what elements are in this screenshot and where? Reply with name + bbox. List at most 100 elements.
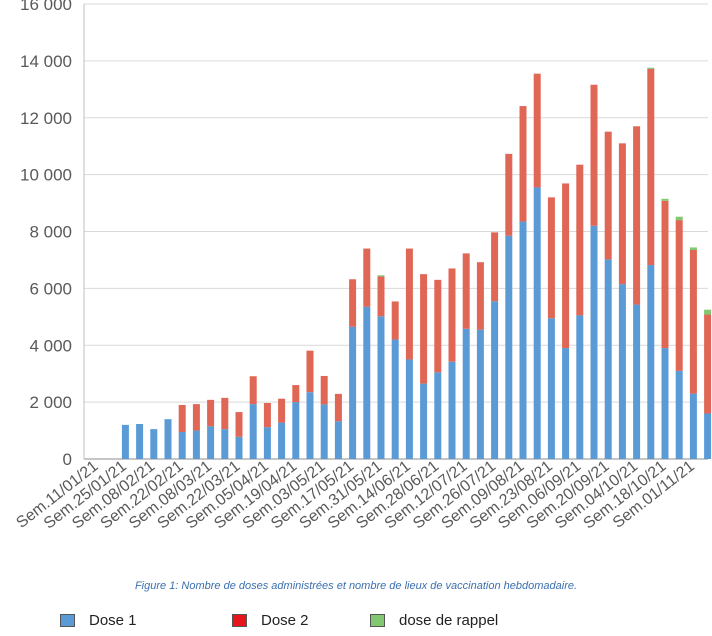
bar-dose-2 [462, 253, 470, 329]
bar-dose-2 [278, 398, 286, 423]
legend: Dose 1 Dose 2 dose de rappel [0, 612, 712, 634]
bar-dose-1 [292, 402, 300, 459]
bar-dose-1 [363, 306, 371, 459]
bar-dose-de-rappel [689, 247, 697, 250]
bar-dose-2 [405, 248, 413, 360]
bar-dose-1 [462, 328, 470, 459]
figure-caption: Figure 1: Nombre de doses administrées e… [134, 580, 578, 592]
bar-dose-1 [349, 326, 357, 459]
bar-dose-2 [675, 220, 683, 371]
y-tick-label: 4 000 [29, 336, 72, 355]
bar-dose-2 [306, 350, 314, 393]
bar-dose-1 [150, 429, 158, 459]
bar-dose-1 [704, 413, 712, 459]
bar-dose-1 [448, 361, 456, 459]
y-tick-label: 8 000 [29, 223, 72, 242]
bar-dose-1 [235, 436, 243, 459]
bar-dose-2 [334, 393, 342, 422]
bar-dose-1 [491, 301, 499, 459]
y-tick-label: 0 [63, 450, 72, 469]
bar-dose-1 [519, 221, 527, 459]
y-tick-label: 14 000 [20, 52, 72, 71]
bar-dose-1 [391, 339, 399, 459]
bar-dose-1 [405, 359, 413, 459]
legend-swatch-dose-de-rappel [370, 614, 385, 627]
bar-dose-de-rappel [377, 275, 385, 277]
bar-dose-2 [221, 397, 229, 430]
legend-swatch-dose-2 [232, 614, 247, 627]
bar-dose-1 [604, 259, 612, 459]
bar-dose-de-rappel [704, 309, 712, 315]
legend-item-dose-de-rappel: dose de rappel [370, 612, 498, 629]
bar-dose-1 [618, 284, 626, 459]
bar-dose-2 [320, 375, 328, 405]
bar-dose-1 [689, 393, 697, 459]
legend-label-dose-de-rappel: dose de rappel [399, 612, 499, 629]
bar-dose-1 [633, 304, 641, 459]
bar-dose-1 [178, 431, 186, 459]
bar-dose-2 [633, 126, 641, 305]
y-tick-label: 10 000 [20, 166, 72, 185]
bar-dose-2 [491, 232, 499, 302]
bar-dose-1 [547, 318, 555, 459]
bar-dose-2 [377, 276, 385, 317]
bar-dose-2 [235, 412, 243, 437]
bar-dose-1 [221, 429, 229, 459]
bar-dose-de-rappel [661, 198, 669, 201]
bar-dose-1 [334, 421, 342, 459]
bar-dose-2 [562, 183, 570, 349]
legend-item-dose-1: Dose 1 [60, 612, 137, 629]
bar-dose-1 [576, 315, 584, 459]
y-tick-label: 16 000 [20, 0, 72, 14]
bar-dose-2 [476, 262, 484, 330]
bar-dose-2 [604, 131, 612, 260]
bar-dose-2 [505, 153, 513, 236]
bar-dose-1 [306, 392, 314, 459]
bar-dose-1 [192, 430, 200, 459]
bar-dose-1 [420, 383, 428, 459]
bar-dose-2 [647, 68, 655, 266]
bar-dose-1 [562, 348, 570, 459]
bar-dose-2 [420, 274, 428, 384]
bar-dose-1 [476, 329, 484, 459]
bar-dose-1 [263, 427, 271, 459]
y-tick-label: 6 000 [29, 279, 72, 298]
bar-dose-2 [349, 279, 357, 327]
bar-dose-1 [249, 404, 257, 459]
bar-dose-1 [590, 225, 598, 459]
bar-dose-2 [704, 314, 712, 414]
bar-dose-2 [618, 143, 626, 285]
bar-dose-1 [121, 424, 129, 459]
bar-dose-2 [689, 249, 697, 394]
bar-dose-2 [178, 404, 186, 432]
legend-item-dose-2: Dose 2 [232, 612, 309, 629]
bar-dose-de-rappel [675, 216, 683, 221]
y-tick-label: 2 000 [29, 393, 72, 412]
legend-swatch-dose-1 [60, 614, 75, 627]
bar-dose-1 [207, 426, 215, 459]
bar-dose-1 [661, 348, 669, 459]
bar-dose-2 [192, 404, 200, 431]
bar-dose-1 [278, 422, 286, 459]
bar-dose-2 [391, 301, 399, 340]
bar-dose-1 [136, 424, 144, 459]
bar-dose-1 [675, 370, 683, 459]
bar-dose-1 [377, 316, 385, 459]
bar-dose-1 [164, 419, 172, 459]
bar-dose-2 [434, 279, 442, 373]
bar-dose-2 [590, 84, 598, 226]
bar-dose-2 [576, 164, 584, 316]
bar-dose-2 [661, 200, 669, 349]
bar-dose-2 [547, 197, 555, 319]
vaccination-bar-chart: 0 2 000 4 000 6 000 8 000 10 000 12 000 14 000 1… [13, 0, 712, 532]
bar-dose-1 [647, 265, 655, 459]
bar-dose-2 [363, 248, 371, 307]
bar-dose-2 [533, 73, 541, 188]
legend-label-dose-2: Dose 2 [261, 612, 309, 629]
bar-dose-1 [533, 187, 541, 459]
bar-dose-1 [434, 372, 442, 459]
bar-dose-1 [320, 404, 328, 459]
bar-dose-de-rappel [647, 67, 655, 69]
bar-dose-2 [263, 402, 271, 428]
bar-dose-2 [249, 376, 257, 405]
